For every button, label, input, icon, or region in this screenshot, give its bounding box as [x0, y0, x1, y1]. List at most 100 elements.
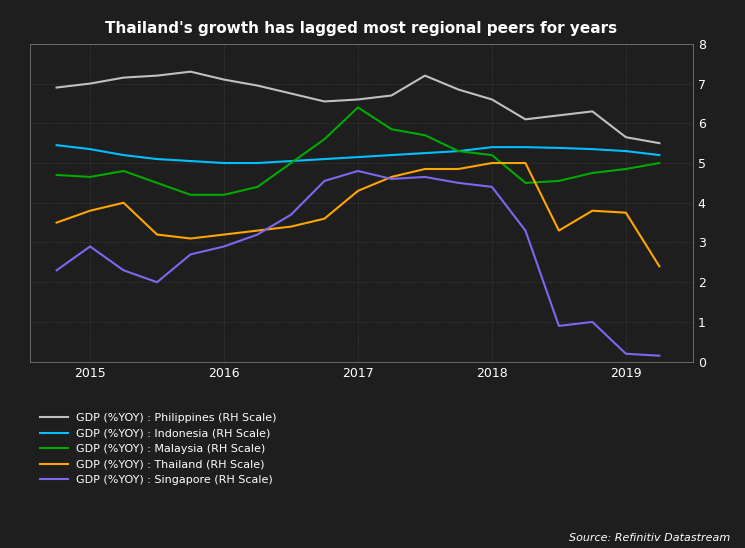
GDP (%YOY) : Indonesia (RH Scale): (2.02e+03, 5.2): Indonesia (RH Scale): (2.02e+03, 5.2) [387, 152, 396, 158]
GDP (%YOY) : Malaysia (RH Scale): (2.02e+03, 4.5): Malaysia (RH Scale): (2.02e+03, 4.5) [521, 180, 530, 186]
GDP (%YOY) : Thailand (RH Scale): (2.02e+03, 3.4): Thailand (RH Scale): (2.02e+03, 3.4) [287, 224, 296, 230]
GDP (%YOY) : Thailand (RH Scale): (2.02e+03, 3.8): Thailand (RH Scale): (2.02e+03, 3.8) [588, 208, 597, 214]
GDP (%YOY) : Thailand (RH Scale): (2.02e+03, 4): Thailand (RH Scale): (2.02e+03, 4) [119, 199, 128, 206]
GDP (%YOY) : Singapore (RH Scale): (2.02e+03, 0.9): Singapore (RH Scale): (2.02e+03, 0.9) [554, 323, 563, 329]
GDP (%YOY) : Thailand (RH Scale): (2.02e+03, 3.1): Thailand (RH Scale): (2.02e+03, 3.1) [186, 235, 195, 242]
GDP (%YOY) : Philippines (RH Scale): (2.02e+03, 6.3): Philippines (RH Scale): (2.02e+03, 6.3) [588, 108, 597, 115]
GDP (%YOY) : Philippines (RH Scale): (2.02e+03, 7.15): Philippines (RH Scale): (2.02e+03, 7.15) [119, 75, 128, 81]
GDP (%YOY) : Malaysia (RH Scale): (2.02e+03, 4.2): Malaysia (RH Scale): (2.02e+03, 4.2) [186, 191, 195, 198]
GDP (%YOY) : Malaysia (RH Scale): (2.02e+03, 5.6): Malaysia (RH Scale): (2.02e+03, 5.6) [320, 136, 329, 142]
GDP (%YOY) : Philippines (RH Scale): (2.02e+03, 6.2): Philippines (RH Scale): (2.02e+03, 6.2) [554, 112, 563, 119]
Text: Source: Refinitiv Datastream: Source: Refinitiv Datastream [569, 533, 730, 543]
GDP (%YOY) : Malaysia (RH Scale): (2.02e+03, 4.4): Malaysia (RH Scale): (2.02e+03, 4.4) [253, 184, 262, 190]
GDP (%YOY) : Malaysia (RH Scale): (2.02e+03, 5): Malaysia (RH Scale): (2.02e+03, 5) [655, 160, 664, 167]
GDP (%YOY) : Philippines (RH Scale): (2.02e+03, 5.65): Philippines (RH Scale): (2.02e+03, 5.65) [621, 134, 630, 140]
GDP (%YOY) : Indonesia (RH Scale): (2.02e+03, 5.2): Indonesia (RH Scale): (2.02e+03, 5.2) [655, 152, 664, 158]
GDP (%YOY) : Singapore (RH Scale): (2.02e+03, 4.6): Singapore (RH Scale): (2.02e+03, 4.6) [387, 176, 396, 182]
GDP (%YOY) : Indonesia (RH Scale): (2.02e+03, 5.3): Indonesia (RH Scale): (2.02e+03, 5.3) [454, 148, 463, 155]
GDP (%YOY) : Philippines (RH Scale): (2.02e+03, 5.5): Philippines (RH Scale): (2.02e+03, 5.5) [655, 140, 664, 146]
GDP (%YOY) : Indonesia (RH Scale): (2.02e+03, 5.38): Indonesia (RH Scale): (2.02e+03, 5.38) [554, 145, 563, 151]
GDP (%YOY) : Thailand (RH Scale): (2.02e+03, 4.3): Thailand (RH Scale): (2.02e+03, 4.3) [354, 187, 363, 194]
GDP (%YOY) : Singapore (RH Scale): (2.02e+03, 1): Singapore (RH Scale): (2.02e+03, 1) [588, 318, 597, 325]
GDP (%YOY) : Thailand (RH Scale): (2.02e+03, 3.6): Thailand (RH Scale): (2.02e+03, 3.6) [320, 215, 329, 222]
Line: GDP (%YOY) : Singapore (RH Scale): GDP (%YOY) : Singapore (RH Scale) [57, 171, 659, 356]
GDP (%YOY) : Philippines (RH Scale): (2.02e+03, 7.1): Philippines (RH Scale): (2.02e+03, 7.1) [220, 76, 229, 83]
GDP (%YOY) : Thailand (RH Scale): (2.02e+03, 3.3): Thailand (RH Scale): (2.02e+03, 3.3) [554, 227, 563, 234]
GDP (%YOY) : Philippines (RH Scale): (2.02e+03, 6.7): Philippines (RH Scale): (2.02e+03, 6.7) [387, 92, 396, 99]
GDP (%YOY) : Malaysia (RH Scale): (2.02e+03, 4.2): Malaysia (RH Scale): (2.02e+03, 4.2) [220, 191, 229, 198]
GDP (%YOY) : Indonesia (RH Scale): (2.02e+03, 5.1): Indonesia (RH Scale): (2.02e+03, 5.1) [153, 156, 162, 162]
GDP (%YOY) : Singapore (RH Scale): (2.02e+03, 0.15): Singapore (RH Scale): (2.02e+03, 0.15) [655, 352, 664, 359]
GDP (%YOY) : Indonesia (RH Scale): (2.02e+03, 5.4): Indonesia (RH Scale): (2.02e+03, 5.4) [487, 144, 496, 150]
GDP (%YOY) : Philippines (RH Scale): (2.02e+03, 6.95): Philippines (RH Scale): (2.02e+03, 6.95) [253, 82, 262, 89]
GDP (%YOY) : Philippines (RH Scale): (2.02e+03, 6.1): Philippines (RH Scale): (2.02e+03, 6.1) [521, 116, 530, 123]
GDP (%YOY) : Malaysia (RH Scale): (2.02e+03, 4.85): Malaysia (RH Scale): (2.02e+03, 4.85) [621, 165, 630, 172]
GDP (%YOY) : Indonesia (RH Scale): (2.02e+03, 5.15): Indonesia (RH Scale): (2.02e+03, 5.15) [354, 154, 363, 161]
Line: GDP (%YOY) : Indonesia (RH Scale): GDP (%YOY) : Indonesia (RH Scale) [57, 145, 659, 163]
GDP (%YOY) : Singapore (RH Scale): (2.02e+03, 2): Singapore (RH Scale): (2.02e+03, 2) [153, 279, 162, 286]
GDP (%YOY) : Thailand (RH Scale): (2.02e+03, 3.2): Thailand (RH Scale): (2.02e+03, 3.2) [220, 231, 229, 238]
GDP (%YOY) : Singapore (RH Scale): (2.02e+03, 4.5): Singapore (RH Scale): (2.02e+03, 4.5) [454, 180, 463, 186]
GDP (%YOY) : Philippines (RH Scale): (2.02e+03, 6.85): Philippines (RH Scale): (2.02e+03, 6.85) [454, 86, 463, 93]
GDP (%YOY) : Thailand (RH Scale): (2.02e+03, 4.65): Thailand (RH Scale): (2.02e+03, 4.65) [387, 174, 396, 180]
GDP (%YOY) : Singapore (RH Scale): (2.02e+03, 2.9): Singapore (RH Scale): (2.02e+03, 2.9) [220, 243, 229, 250]
GDP (%YOY) : Malaysia (RH Scale): (2.01e+03, 4.7): Malaysia (RH Scale): (2.01e+03, 4.7) [52, 172, 61, 178]
GDP (%YOY) : Singapore (RH Scale): (2.02e+03, 2.9): Singapore (RH Scale): (2.02e+03, 2.9) [86, 243, 95, 250]
GDP (%YOY) : Malaysia (RH Scale): (2.02e+03, 4.65): Malaysia (RH Scale): (2.02e+03, 4.65) [86, 174, 95, 180]
GDP (%YOY) : Indonesia (RH Scale): (2.02e+03, 5.3): Indonesia (RH Scale): (2.02e+03, 5.3) [621, 148, 630, 155]
GDP (%YOY) : Malaysia (RH Scale): (2.02e+03, 5.85): Malaysia (RH Scale): (2.02e+03, 5.85) [387, 126, 396, 133]
GDP (%YOY) : Malaysia (RH Scale): (2.02e+03, 6.4): Malaysia (RH Scale): (2.02e+03, 6.4) [354, 104, 363, 111]
GDP (%YOY) : Indonesia (RH Scale): (2.02e+03, 5.1): Indonesia (RH Scale): (2.02e+03, 5.1) [320, 156, 329, 162]
GDP (%YOY) : Indonesia (RH Scale): (2.02e+03, 5.05): Indonesia (RH Scale): (2.02e+03, 5.05) [186, 158, 195, 164]
GDP (%YOY) : Malaysia (RH Scale): (2.02e+03, 5): Malaysia (RH Scale): (2.02e+03, 5) [287, 160, 296, 167]
GDP (%YOY) : Philippines (RH Scale): (2.02e+03, 7.2): Philippines (RH Scale): (2.02e+03, 7.2) [153, 72, 162, 79]
GDP (%YOY) : Singapore (RH Scale): (2.02e+03, 3.3): Singapore (RH Scale): (2.02e+03, 3.3) [521, 227, 530, 234]
GDP (%YOY) : Philippines (RH Scale): (2.02e+03, 6.55): Philippines (RH Scale): (2.02e+03, 6.55) [320, 98, 329, 105]
GDP (%YOY) : Singapore (RH Scale): (2.02e+03, 4.8): Singapore (RH Scale): (2.02e+03, 4.8) [354, 168, 363, 174]
GDP (%YOY) : Thailand (RH Scale): (2.02e+03, 3.3): Thailand (RH Scale): (2.02e+03, 3.3) [253, 227, 262, 234]
GDP (%YOY) : Philippines (RH Scale): (2.02e+03, 7.3): Philippines (RH Scale): (2.02e+03, 7.3) [186, 68, 195, 75]
GDP (%YOY) : Indonesia (RH Scale): (2.02e+03, 5): Indonesia (RH Scale): (2.02e+03, 5) [253, 160, 262, 167]
GDP (%YOY) : Indonesia (RH Scale): (2.02e+03, 5.25): Indonesia (RH Scale): (2.02e+03, 5.25) [420, 150, 429, 156]
GDP (%YOY) : Indonesia (RH Scale): (2.02e+03, 5.35): Indonesia (RH Scale): (2.02e+03, 5.35) [86, 146, 95, 152]
GDP (%YOY) : Thailand (RH Scale): (2.01e+03, 3.5): Thailand (RH Scale): (2.01e+03, 3.5) [52, 219, 61, 226]
GDP (%YOY) : Thailand (RH Scale): (2.02e+03, 4.85): Thailand (RH Scale): (2.02e+03, 4.85) [454, 165, 463, 172]
GDP (%YOY) : Singapore (RH Scale): (2.02e+03, 4.4): Singapore (RH Scale): (2.02e+03, 4.4) [487, 184, 496, 190]
GDP (%YOY) : Singapore (RH Scale): (2.02e+03, 2.3): Singapore (RH Scale): (2.02e+03, 2.3) [119, 267, 128, 273]
GDP (%YOY) : Thailand (RH Scale): (2.02e+03, 5): Thailand (RH Scale): (2.02e+03, 5) [521, 160, 530, 167]
GDP (%YOY) : Philippines (RH Scale): (2.02e+03, 7.2): Philippines (RH Scale): (2.02e+03, 7.2) [420, 72, 429, 79]
GDP (%YOY) : Indonesia (RH Scale): (2.02e+03, 5): Indonesia (RH Scale): (2.02e+03, 5) [220, 160, 229, 167]
GDP (%YOY) : Philippines (RH Scale): (2.02e+03, 7): Philippines (RH Scale): (2.02e+03, 7) [86, 80, 95, 87]
GDP (%YOY) : Indonesia (RH Scale): (2.01e+03, 5.45): Indonesia (RH Scale): (2.01e+03, 5.45) [52, 142, 61, 149]
GDP (%YOY) : Malaysia (RH Scale): (2.02e+03, 4.5): Malaysia (RH Scale): (2.02e+03, 4.5) [153, 180, 162, 186]
GDP (%YOY) : Thailand (RH Scale): (2.02e+03, 3.2): Thailand (RH Scale): (2.02e+03, 3.2) [153, 231, 162, 238]
GDP (%YOY) : Thailand (RH Scale): (2.02e+03, 2.4): Thailand (RH Scale): (2.02e+03, 2.4) [655, 263, 664, 270]
Legend: GDP (%YOY) : Philippines (RH Scale), GDP (%YOY) : Indonesia (RH Scale), GDP (%YO: GDP (%YOY) : Philippines (RH Scale), GDP… [35, 409, 282, 490]
Line: GDP (%YOY) : Thailand (RH Scale): GDP (%YOY) : Thailand (RH Scale) [57, 163, 659, 266]
GDP (%YOY) : Singapore (RH Scale): (2.02e+03, 3.7): Singapore (RH Scale): (2.02e+03, 3.7) [287, 212, 296, 218]
GDP (%YOY) : Malaysia (RH Scale): (2.02e+03, 4.75): Malaysia (RH Scale): (2.02e+03, 4.75) [588, 170, 597, 176]
GDP (%YOY) : Singapore (RH Scale): (2.02e+03, 4.65): Singapore (RH Scale): (2.02e+03, 4.65) [420, 174, 429, 180]
GDP (%YOY) : Singapore (RH Scale): (2.01e+03, 2.3): Singapore (RH Scale): (2.01e+03, 2.3) [52, 267, 61, 273]
GDP (%YOY) : Thailand (RH Scale): (2.02e+03, 4.85): Thailand (RH Scale): (2.02e+03, 4.85) [420, 165, 429, 172]
GDP (%YOY) : Philippines (RH Scale): (2.02e+03, 6.75): Philippines (RH Scale): (2.02e+03, 6.75) [287, 90, 296, 97]
Line: GDP (%YOY) : Malaysia (RH Scale): GDP (%YOY) : Malaysia (RH Scale) [57, 107, 659, 195]
GDP (%YOY) : Thailand (RH Scale): (2.02e+03, 3.8): Thailand (RH Scale): (2.02e+03, 3.8) [86, 208, 95, 214]
GDP (%YOY) : Philippines (RH Scale): (2.01e+03, 6.9): Philippines (RH Scale): (2.01e+03, 6.9) [52, 84, 61, 91]
GDP (%YOY) : Singapore (RH Scale): (2.02e+03, 3.2): Singapore (RH Scale): (2.02e+03, 3.2) [253, 231, 262, 238]
GDP (%YOY) : Singapore (RH Scale): (2.02e+03, 2.7): Singapore (RH Scale): (2.02e+03, 2.7) [186, 251, 195, 258]
GDP (%YOY) : Singapore (RH Scale): (2.02e+03, 4.55): Singapore (RH Scale): (2.02e+03, 4.55) [320, 178, 329, 184]
GDP (%YOY) : Malaysia (RH Scale): (2.02e+03, 5.7): Malaysia (RH Scale): (2.02e+03, 5.7) [420, 132, 429, 139]
GDP (%YOY) : Thailand (RH Scale): (2.02e+03, 5): Thailand (RH Scale): (2.02e+03, 5) [487, 160, 496, 167]
Line: GDP (%YOY) : Philippines (RH Scale): GDP (%YOY) : Philippines (RH Scale) [57, 72, 659, 143]
GDP (%YOY) : Indonesia (RH Scale): (2.02e+03, 5.35): Indonesia (RH Scale): (2.02e+03, 5.35) [588, 146, 597, 152]
GDP (%YOY) : Indonesia (RH Scale): (2.02e+03, 5.2): Indonesia (RH Scale): (2.02e+03, 5.2) [119, 152, 128, 158]
GDP (%YOY) : Philippines (RH Scale): (2.02e+03, 6.6): Philippines (RH Scale): (2.02e+03, 6.6) [487, 96, 496, 103]
GDP (%YOY) : Malaysia (RH Scale): (2.02e+03, 5.2): Malaysia (RH Scale): (2.02e+03, 5.2) [487, 152, 496, 158]
GDP (%YOY) : Malaysia (RH Scale): (2.02e+03, 5.3): Malaysia (RH Scale): (2.02e+03, 5.3) [454, 148, 463, 155]
GDP (%YOY) : Indonesia (RH Scale): (2.02e+03, 5.4): Indonesia (RH Scale): (2.02e+03, 5.4) [521, 144, 530, 150]
GDP (%YOY) : Thailand (RH Scale): (2.02e+03, 3.75): Thailand (RH Scale): (2.02e+03, 3.75) [621, 209, 630, 216]
GDP (%YOY) : Malaysia (RH Scale): (2.02e+03, 4.55): Malaysia (RH Scale): (2.02e+03, 4.55) [554, 178, 563, 184]
GDP (%YOY) : Malaysia (RH Scale): (2.02e+03, 4.8): Malaysia (RH Scale): (2.02e+03, 4.8) [119, 168, 128, 174]
GDP (%YOY) : Singapore (RH Scale): (2.02e+03, 0.2): Singapore (RH Scale): (2.02e+03, 0.2) [621, 351, 630, 357]
